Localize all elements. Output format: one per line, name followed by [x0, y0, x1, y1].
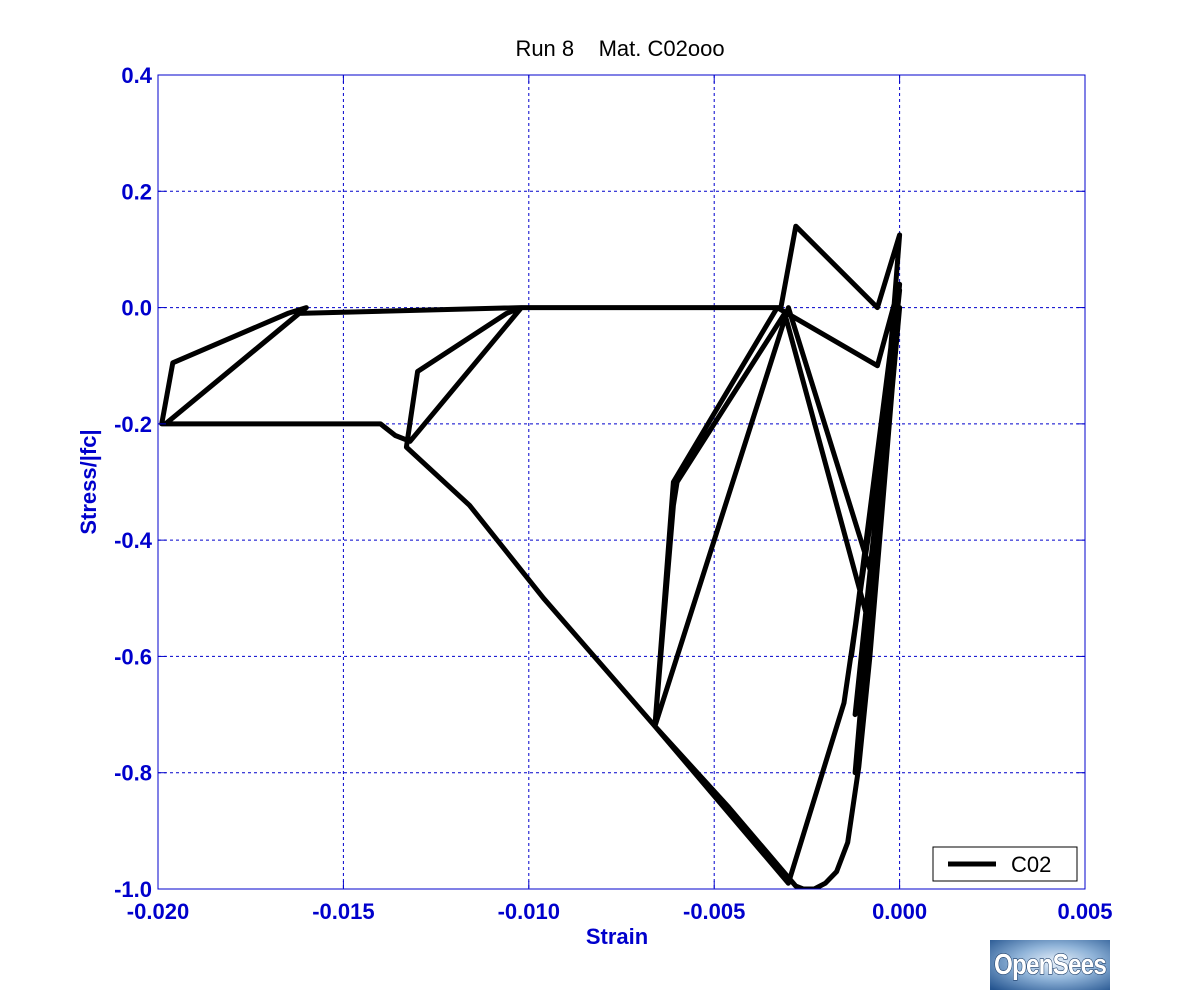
legend: C02 — [932, 846, 1078, 882]
y-tick-label: 0.4 — [121, 63, 152, 88]
y-tick-label: 0.0 — [121, 296, 152, 321]
x-tick-label: 0.000 — [872, 899, 927, 924]
y-tick-label: 0.2 — [121, 179, 152, 204]
plot-frame — [157, 74, 1086, 890]
y-tick-label: -0.6 — [114, 644, 152, 669]
series-layer — [159, 223, 903, 889]
y-tick-label: -0.2 — [114, 412, 152, 437]
y-axis-label: Stress/|fc| — [76, 429, 101, 534]
x-tick-label: -0.010 — [498, 899, 560, 924]
y-tick-label: -0.8 — [114, 761, 152, 786]
legend-label-c02: C02 — [1011, 852, 1051, 877]
x-tick-labels: -0.020 -0.015 -0.010 -0.005 0.000 0.005 — [127, 899, 1113, 924]
opensees-logo: OpenSees — [990, 940, 1110, 990]
y-tick-label: -1.0 — [114, 877, 152, 902]
y-tick-labels: -1.0 -0.8 -0.6 -0.4 -0.2 0.0 0.2 0.4 — [114, 63, 153, 902]
x-tick-label: -0.015 — [312, 899, 374, 924]
tick-marks — [157, 74, 1086, 890]
logo-background — [990, 940, 1110, 990]
y-tick-label: -0.4 — [114, 528, 153, 553]
series-line-c02 — [159, 223, 903, 889]
x-axis-label: Strain — [586, 924, 648, 949]
logo-text: OpenSees — [994, 949, 1106, 981]
x-tick-label: -0.020 — [127, 899, 189, 924]
x-tick-label: -0.005 — [683, 899, 745, 924]
grid-lines — [158, 75, 1085, 889]
x-tick-label: 0.005 — [1057, 899, 1112, 924]
chart-title: Run 8 Mat. C02ooo — [515, 36, 724, 61]
